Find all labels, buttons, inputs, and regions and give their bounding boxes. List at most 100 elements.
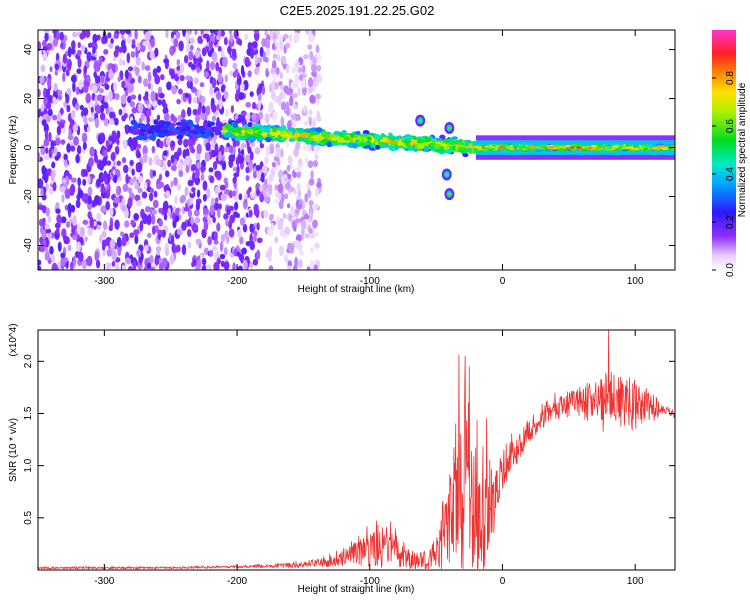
spectrogram-cell (241, 247, 247, 255)
spectrogram-cell (129, 100, 136, 108)
spectrogram-cell (124, 124, 130, 135)
spectrogram-cell (280, 192, 285, 204)
spectrogram-cell (466, 147, 472, 153)
spectrogram-cell (275, 146, 281, 158)
spectrogram-cell (557, 148, 566, 152)
spectrogram-cell (161, 229, 166, 238)
spectrogram-cell (54, 222, 61, 229)
spectrogram-cell (96, 94, 103, 102)
spectrogram-cell (87, 186, 93, 197)
spectrogram-cell (157, 122, 165, 126)
spectrogram-cell (259, 142, 265, 149)
spectrogram-cell (209, 205, 215, 216)
spectrogram-cell (219, 184, 226, 191)
spectrogram-cell (279, 40, 284, 52)
spectrogram-cell (265, 250, 271, 259)
spectrogram-cell (255, 164, 261, 172)
spectrogram-cell (105, 189, 111, 200)
spectrogram-cell (220, 50, 225, 58)
spectrogram-cell (127, 38, 133, 44)
spectrogram-cell (50, 254, 55, 264)
spectrogram-cell (590, 144, 598, 148)
spectrogram-cell (308, 178, 315, 186)
spectrogram-cell (179, 62, 185, 74)
spectrogram-cell (305, 30, 311, 35)
spectrogram-cell (264, 30, 268, 37)
spectrogram-cell (209, 35, 216, 42)
spectrogram-cell (338, 132, 344, 137)
spectrogram-cell (82, 107, 89, 116)
spectrogram-cell (280, 116, 285, 127)
spectrogram-cell (310, 247, 314, 253)
spectrogram-cell (621, 148, 629, 152)
spectrogram-cell (211, 115, 217, 122)
spectrogram-cell (196, 66, 201, 73)
spectrogram-cell (156, 247, 160, 256)
spectrogram-cell (189, 197, 194, 205)
spectrogram-cell (143, 244, 149, 252)
spectrogram-cell (247, 41, 253, 50)
spectrogram-cell (43, 138, 50, 147)
spectrogram-cell (232, 62, 238, 70)
spectrogram-cell (604, 146, 612, 150)
spectrogram-cell (279, 71, 284, 80)
spectrogram-cell (71, 46, 75, 55)
spectrogram-cell (260, 172, 265, 183)
spectrogram-cell (643, 147, 648, 151)
spectrogram-cell (83, 169, 88, 177)
spectrogram-cell (213, 239, 219, 245)
spectrogram-cell (183, 55, 189, 64)
spectrogram-cell (181, 131, 187, 136)
spectrogram-cell (210, 197, 216, 206)
spectrogram-cell (201, 257, 207, 266)
spectrogram-cell (191, 261, 195, 268)
spectrogram-cell (106, 160, 112, 166)
spectrogram-cell (169, 45, 175, 56)
spectrogram-cell (272, 73, 278, 82)
spectrogram-cell (314, 242, 320, 249)
spectrogram-cell (207, 235, 213, 246)
spectrogram-cell (133, 212, 139, 221)
spectrogram-cell (203, 247, 209, 255)
spectrogram-cell (120, 34, 125, 40)
spectrogram-cell (217, 30, 222, 37)
spectrogram-cell (232, 166, 237, 172)
spectrogram-cell (313, 203, 319, 210)
y-tick-label: -20 (23, 189, 34, 204)
spectrogram-cell (83, 85, 89, 93)
spectrogram-cell (161, 257, 168, 268)
spectrogram-cell (72, 234, 77, 241)
spectrogram-cell (56, 125, 61, 136)
spectrogram-cell (132, 260, 137, 270)
spectrogram-cell (232, 122, 238, 128)
spectrogram-cell (129, 178, 135, 186)
spectrogram-cell (136, 249, 142, 258)
spectrogram-cell (223, 90, 229, 100)
spectrogram-cell (254, 54, 259, 65)
spectrogram-cell (127, 197, 133, 208)
spectrogram-cell (543, 146, 549, 150)
spectrogram-cell (57, 241, 62, 252)
spectrogram-cell (262, 51, 266, 62)
spectrogram-cell (55, 137, 61, 146)
spectrogram-cell (74, 103, 80, 111)
spectrogram-cell (105, 139, 110, 148)
spectrogram-cell (89, 216, 94, 228)
spectrogram-cell (141, 61, 146, 71)
spectrogram-cell (47, 214, 52, 224)
spectrogram-cell (114, 145, 120, 155)
spectrogram-cell (487, 148, 494, 151)
spectrogram-cell (626, 146, 632, 149)
spectrogram-cell (170, 154, 175, 164)
spectrogram-cell (103, 49, 109, 55)
spectrogram-cell (87, 195, 92, 205)
spectrogram-cell (316, 64, 322, 72)
spectrogram-cell (308, 32, 314, 43)
spectrogram-cell (249, 223, 254, 233)
spectrogram-cell (217, 258, 221, 265)
spectrogram-cell (136, 199, 142, 207)
spectrogram-cell (161, 129, 169, 134)
spectrogram-cell (128, 187, 133, 195)
spectrogram-cell (45, 88, 51, 97)
spectrogram-cell (222, 56, 228, 68)
